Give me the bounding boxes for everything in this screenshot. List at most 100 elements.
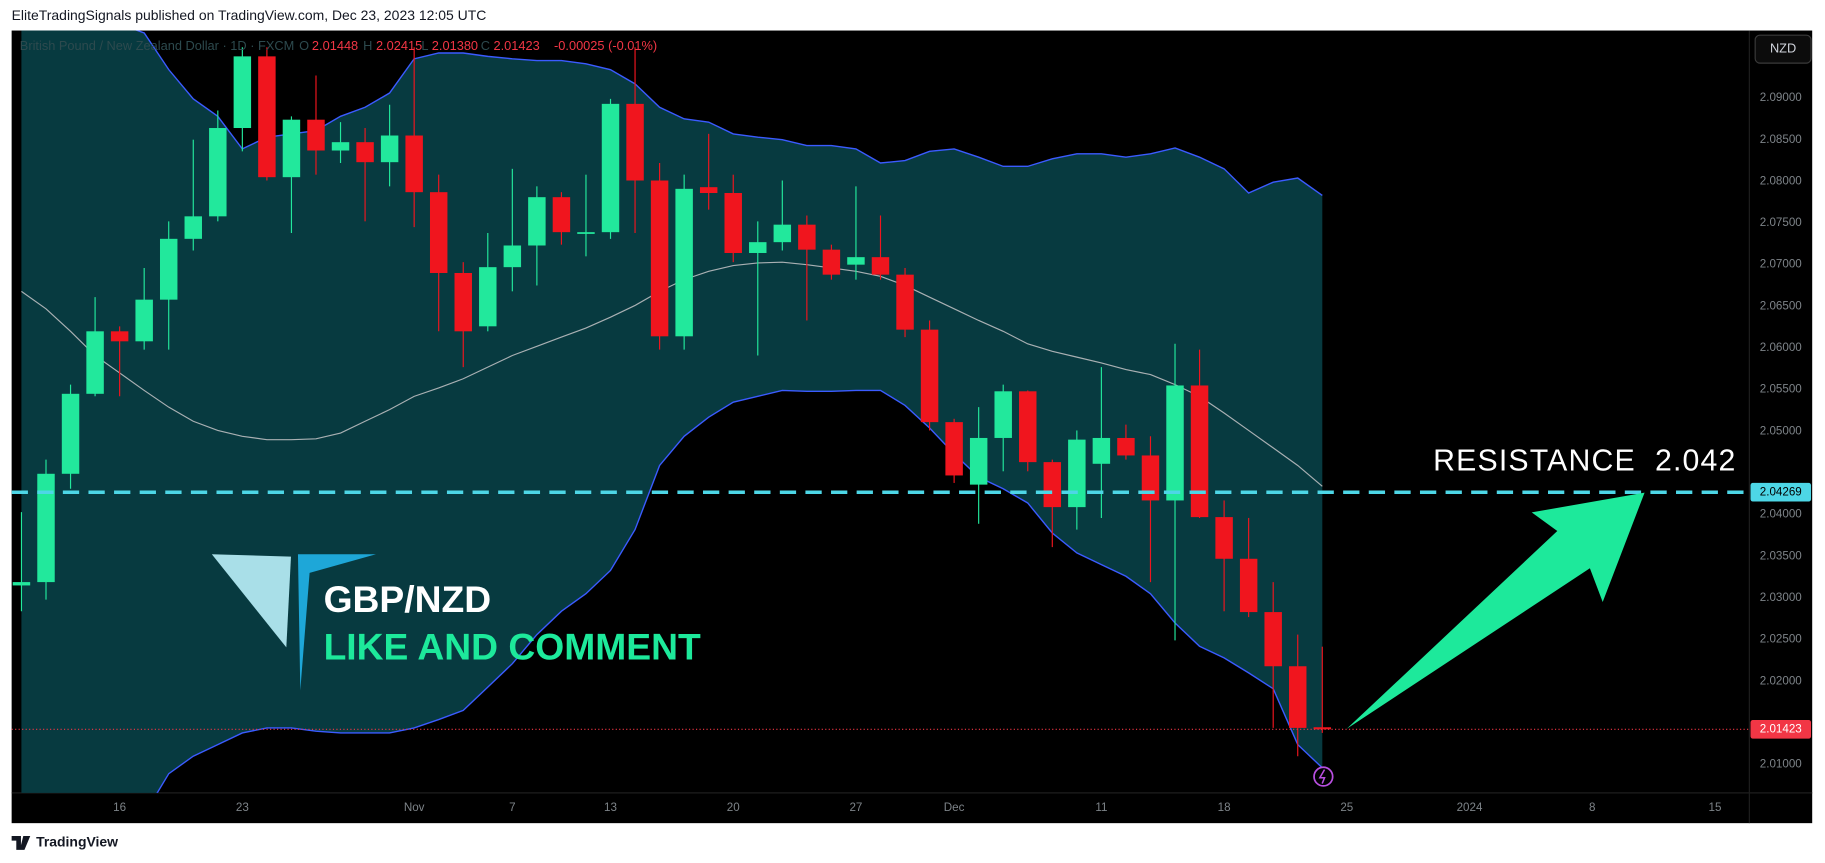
band-upper	[135, 30, 1323, 197]
candle-body	[258, 56, 276, 178]
legend: British Pound / New Zealand Dollar · 1D …	[20, 38, 657, 53]
candle-body	[1166, 385, 1184, 501]
candle-body	[184, 216, 202, 239]
candle-body	[503, 245, 522, 268]
currency-button[interactable]	[1754, 34, 1812, 64]
last-price-badge	[1750, 720, 1812, 739]
candle-body	[798, 224, 816, 250]
candle-body	[380, 135, 399, 163]
resistance-annotation: RESISTANCE 2.042	[1433, 444, 1736, 477]
event-icon	[1313, 766, 1334, 787]
candle-body	[749, 242, 767, 253]
candle-body	[577, 232, 595, 234]
x-tick-label: 8	[1589, 801, 1595, 814]
publish-header: EliteTradingSignals published on Trading…	[12, 7, 487, 23]
y-tick-label: 2.05000	[1760, 424, 1803, 437]
candle-body	[1068, 439, 1086, 508]
candle-body	[1264, 612, 1282, 667]
candle-body	[994, 391, 1012, 438]
legend-h: H	[363, 38, 372, 53]
candle-body	[699, 187, 718, 194]
y-tick-label: 2.06500	[1760, 299, 1803, 312]
candle-body	[1117, 437, 1135, 456]
x-tick-label: 11	[1095, 801, 1107, 814]
candle-body	[1239, 558, 1258, 613]
y-tick-label: 2.07500	[1760, 216, 1803, 229]
logo-call: LIKE AND COMMENT	[324, 626, 701, 668]
candle-body	[675, 188, 693, 337]
logo-left-wing	[211, 554, 291, 648]
x-tick-label: Nov	[404, 801, 425, 814]
candle-body	[479, 267, 497, 327]
candle-body	[12, 582, 31, 586]
candle-body	[454, 272, 472, 332]
x-tick-label: 18	[1218, 801, 1231, 814]
candle-body	[307, 119, 325, 151]
resistance-label: 2.04269	[1760, 485, 1802, 498]
candle-body	[1313, 727, 1332, 730]
y-tick-label: 2.08000	[1760, 174, 1803, 187]
candle-body	[822, 249, 841, 275]
candle-body	[405, 135, 423, 193]
currency-button-label: NZD	[1770, 41, 1796, 56]
y-tick-label: 2.03500	[1760, 549, 1803, 562]
candle-body	[773, 224, 792, 243]
legend-l: L	[421, 38, 428, 53]
legend-low: 2.01380	[432, 38, 478, 53]
candle-body	[429, 192, 448, 273]
candle-body	[1215, 517, 1233, 559]
candle-body	[331, 142, 350, 151]
y-tick-label: 2.03000	[1760, 591, 1803, 604]
candle-body	[282, 119, 301, 178]
y-tick-label: 2.08500	[1760, 133, 1803, 146]
candle-body	[724, 193, 742, 253]
legend-high: 2.02415	[376, 38, 422, 53]
x-tick-label: 27	[849, 801, 862, 814]
x-tick-label: 25	[1340, 801, 1353, 814]
x-tick-label: 7	[509, 801, 515, 814]
band-middle	[21, 261, 1323, 487]
arrow	[1346, 492, 1645, 729]
legend-open: 2.01448	[312, 38, 358, 53]
candle-body	[552, 197, 571, 233]
x-tick-label: 2024	[1457, 801, 1483, 814]
candle-body	[1190, 385, 1209, 518]
legend-close: 2.01423	[493, 38, 539, 53]
candle-body	[1092, 437, 1111, 464]
candle-body	[110, 331, 129, 342]
legend-o: O	[299, 38, 309, 53]
candle-body	[1289, 666, 1307, 728]
y-tick-label: 2.07000	[1760, 258, 1803, 271]
band-lower	[156, 389, 1323, 793]
candle-body	[847, 257, 865, 265]
candle-body	[871, 257, 890, 275]
candle-body	[209, 128, 227, 217]
candle-body	[1043, 462, 1062, 508]
axes: 2.09000 2.08500 2.08000 2.07500 2.07000 2.065…	[113, 91, 1812, 814]
candle-body	[159, 238, 178, 300]
resistance-badge	[1750, 482, 1812, 502]
legend-symbol: British Pound / New Zealand Dollar · 1D …	[20, 38, 295, 53]
candle-body	[1019, 391, 1037, 463]
x-tick-label: Dec	[944, 801, 965, 814]
candle-body	[969, 437, 988, 485]
y-tick-label: 2.04000	[1760, 508, 1803, 521]
x-tick-label: 15	[1709, 801, 1722, 814]
legend-c: C	[481, 38, 490, 53]
band-fill	[21, 30, 1323, 793]
footer-brand: TradingView	[36, 834, 118, 850]
y-tick-label: 2.02000	[1760, 674, 1803, 687]
candle-body	[945, 422, 963, 476]
candle-body	[135, 299, 153, 342]
logo-pair: GBP/NZD	[324, 578, 492, 620]
legend-change: -0.00025 (-0.01%)	[554, 38, 657, 53]
candle-body	[896, 274, 914, 330]
y-tick-label: 2.01000	[1760, 758, 1803, 771]
candle-body	[37, 473, 55, 583]
y-tick-label: 2.06000	[1760, 341, 1803, 354]
y-tick-label: 2.05500	[1760, 383, 1803, 396]
candle-body	[356, 142, 374, 163]
